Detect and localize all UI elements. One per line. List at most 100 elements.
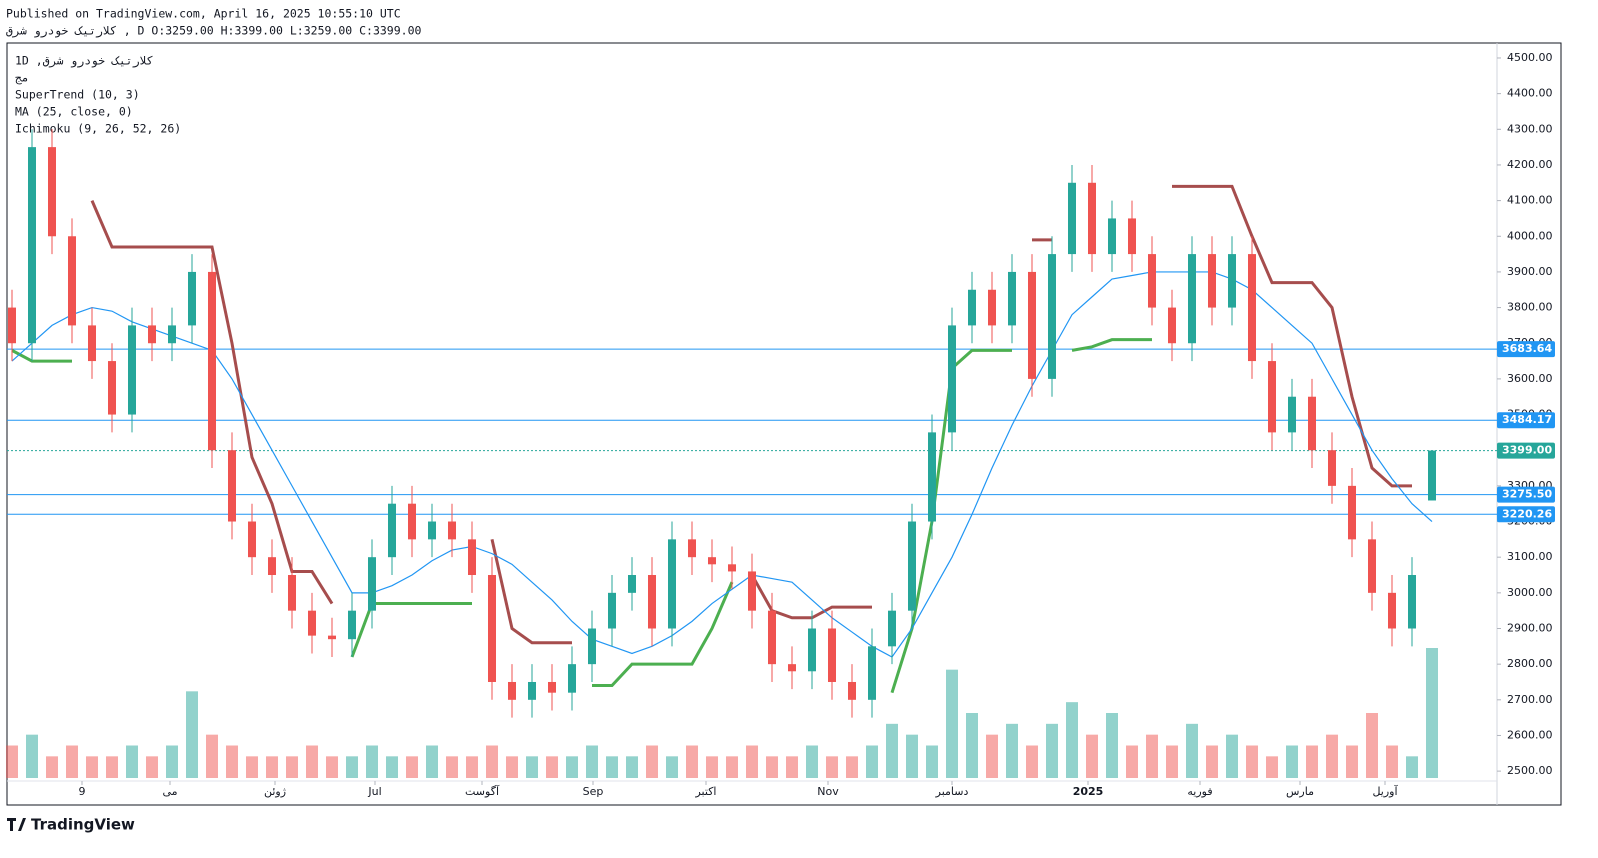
candle-body <box>168 325 176 344</box>
candle-body <box>288 575 296 611</box>
x-tick-label: Sep <box>583 785 604 798</box>
price-label-bg <box>1497 341 1555 358</box>
candle-body <box>828 628 836 682</box>
price-label: 3484.17 <box>1502 413 1552 426</box>
candle-body <box>8 307 16 344</box>
y-tick-label: 3000.00 <box>1507 586 1553 599</box>
candle-body <box>508 681 516 700</box>
candle-body <box>688 539 696 558</box>
x-tick-label: فوریه <box>1187 785 1212 798</box>
candle-body <box>908 521 916 611</box>
x-tick-label: ژوئن <box>264 785 286 798</box>
volume-bar <box>1306 745 1318 778</box>
candle-body <box>1208 254 1216 308</box>
candle-body <box>1328 450 1336 486</box>
y-tick-label: 3900.00 <box>1507 265 1553 278</box>
candle-body <box>588 628 596 665</box>
candle-body <box>248 521 256 558</box>
volume-bar <box>466 756 478 778</box>
price-label-bg <box>1497 442 1555 459</box>
volume-bar <box>106 756 118 778</box>
candle-body <box>48 147 56 237</box>
candle-body <box>628 575 636 593</box>
volume-bar <box>1406 756 1418 778</box>
legend-item: SuperTrend (10, 3) <box>15 88 140 102</box>
candle-body <box>1408 575 1416 629</box>
candle-body <box>1128 218 1136 255</box>
volume-bar <box>1346 745 1358 778</box>
frame <box>6 42 1562 806</box>
y-tick-label: 3800.00 <box>1507 301 1553 314</box>
candle-body <box>1308 396 1316 451</box>
price-label: 3399.00 <box>1502 444 1552 457</box>
volume-bar <box>1366 713 1378 778</box>
volume-bar <box>86 756 98 778</box>
volume-bar <box>146 756 158 778</box>
volume-bar <box>246 756 258 778</box>
legend-item: MA (25, close, 0) <box>15 105 133 119</box>
candle-body <box>428 521 436 540</box>
candle-body <box>1388 592 1396 629</box>
volume-bar <box>166 745 178 778</box>
candle-body <box>928 432 936 522</box>
y-tick-label: 2500.00 <box>1507 764 1553 777</box>
x-tick-label: اکتبر <box>694 785 716 798</box>
y-tick-label: 4300.00 <box>1507 122 1553 135</box>
y-tick-label: 3100.00 <box>1507 550 1553 563</box>
x-tick-label: می <box>162 785 177 798</box>
candle-body <box>88 325 96 362</box>
legend-item: 1D ,کلارتیک خودرو شرق <box>15 54 153 69</box>
candle-body <box>1048 254 1056 379</box>
volume-bar <box>1246 745 1258 778</box>
volume-bar <box>386 756 398 778</box>
candle-body <box>1168 307 1176 344</box>
candle-body <box>868 646 876 700</box>
volume-bar <box>226 745 238 778</box>
price-label: 3220.26 <box>1502 507 1552 520</box>
candle-body <box>408 503 416 540</box>
volume-bar <box>1146 734 1158 778</box>
volume-bar <box>306 745 318 778</box>
volume-bar <box>966 713 978 778</box>
volume-bar <box>1386 745 1398 778</box>
candle-body <box>608 592 616 629</box>
candle-body <box>128 325 136 415</box>
volume-bar <box>766 756 778 778</box>
candle-body <box>188 271 196 326</box>
volume-bar <box>446 756 458 778</box>
y-tick-label: 4200.00 <box>1507 158 1553 171</box>
candle-body <box>1148 254 1156 308</box>
candle-body <box>1288 396 1296 433</box>
volume-bar <box>266 756 278 778</box>
candle-body <box>708 557 716 565</box>
candle-body <box>768 610 776 665</box>
candle-body <box>1268 361 1276 433</box>
published: Published on TradingView.com, April 16, … <box>6 7 401 21</box>
candle-body <box>228 450 236 522</box>
volume-bar <box>486 745 498 778</box>
candle-body <box>648 575 656 629</box>
indicator-line <box>11 271 1433 658</box>
candle-body <box>328 635 336 640</box>
x-tick-label: آوریل <box>1372 784 1398 798</box>
volume-bar <box>586 745 598 778</box>
volume-bar <box>1106 713 1118 778</box>
x-tick-label: Jul <box>367 785 381 798</box>
y-tick-label: 4500.00 <box>1507 51 1553 64</box>
legend-item: مج <box>15 71 29 85</box>
candle-body <box>1028 271 1036 379</box>
volume-bar <box>606 756 618 778</box>
candle-body <box>1088 182 1096 255</box>
x-tick-label: دسامبر <box>935 785 969 798</box>
candle-body <box>388 503 396 558</box>
y-tick-label: 4400.00 <box>1507 87 1553 100</box>
candle-body <box>988 289 996 326</box>
volume-bar <box>1206 745 1218 778</box>
volume-bar <box>826 756 838 778</box>
volume-bar <box>646 745 658 778</box>
candle-body <box>308 610 316 636</box>
candle-body <box>1108 218 1116 255</box>
candle-body <box>148 325 156 344</box>
